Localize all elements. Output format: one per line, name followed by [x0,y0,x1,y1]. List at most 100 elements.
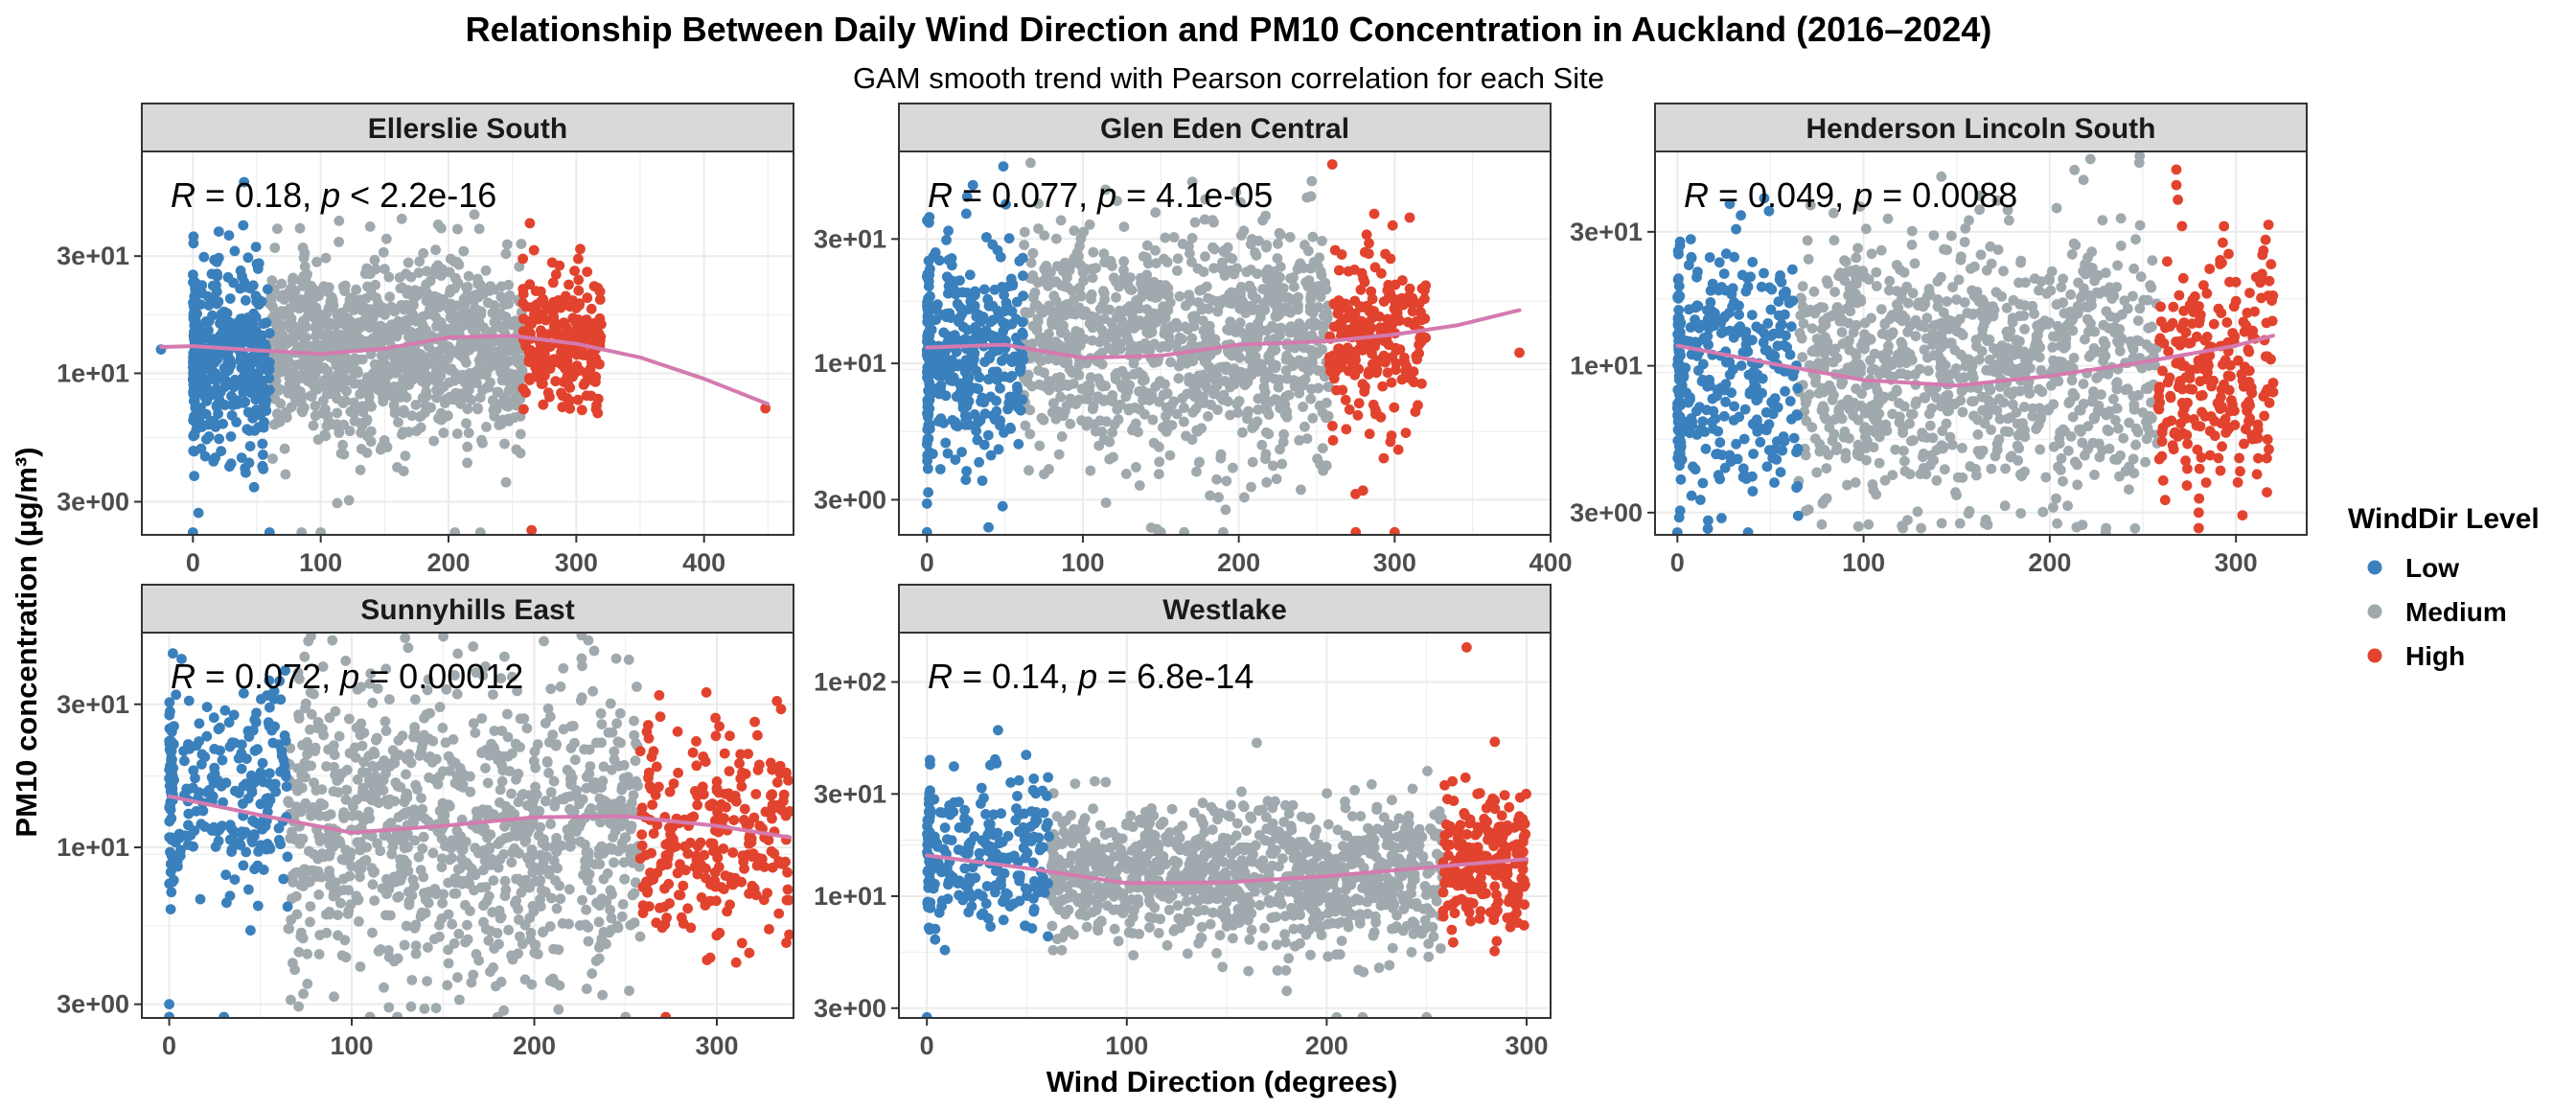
data-point [1230,288,1241,298]
data-point [2032,331,2042,341]
data-point [2238,376,2248,386]
data-point [1231,399,1242,409]
data-point [1755,324,1765,335]
data-point [1966,286,1977,296]
data-point [1006,274,1017,285]
data-point [370,359,380,370]
data-point [1792,383,1803,394]
data-point [1306,191,1317,201]
data-point [2174,378,2185,388]
data-point [2078,290,2088,301]
data-point [254,358,264,369]
data-point [1965,461,1975,472]
data-point [960,335,971,345]
data-point [1897,520,1907,531]
data-point [1147,390,1158,401]
data-point [299,248,310,259]
data-point [1077,383,1088,394]
data-point [1368,400,1379,410]
data-point [1306,291,1317,302]
data-point [1910,259,1920,269]
data-point [575,346,586,357]
data-point [368,334,379,344]
data-point [1684,260,1694,270]
data-point [353,333,363,343]
data-point [464,427,474,438]
data-point [1283,355,1294,365]
data-point [2063,446,2074,456]
data-point [1142,241,1153,251]
data-point [1374,312,1385,322]
data-point [287,289,297,299]
data-point [1024,465,1034,475]
data-point [462,458,472,469]
data-point [2082,314,2093,325]
data-point [1935,362,1945,373]
data-point [1104,437,1115,448]
data-point [1843,395,1853,405]
data-point [1334,305,1345,315]
data-point [1821,463,1831,474]
data-point [1884,286,1895,296]
data-point [2072,460,2082,471]
data-point [1836,380,1847,390]
data-point [564,382,575,393]
data-point [1131,295,1141,306]
data-point [264,373,274,383]
data-point [214,434,224,445]
data-point [1982,335,1992,346]
data-point [1028,248,1039,259]
data-point [1299,263,1309,273]
data-point [1926,451,1937,461]
data-point [1047,407,1058,418]
data-point [1177,334,1187,344]
data-point [1093,374,1104,384]
data-point [1923,366,1934,377]
data-point [1759,337,1769,348]
data-point [1953,473,1964,483]
data-point [1820,496,1830,506]
data-point [1218,527,1229,538]
data-point [1223,243,1233,253]
data-point [214,392,224,403]
data-point [344,496,355,506]
data-point [509,412,519,423]
data-point [2080,451,2090,461]
data-point [2058,343,2069,354]
data-point [1027,270,1038,281]
data-point [502,345,513,356]
data-point [237,271,247,282]
data-point [554,261,564,271]
data-point [1776,321,1786,332]
data-point [1357,268,1368,279]
data-point [1099,248,1110,259]
data-point [1187,233,1198,243]
data-point [1958,407,1968,418]
data-point [1786,414,1797,425]
data-point [1391,311,1401,321]
data-point [1908,409,1919,420]
data-point [267,453,278,464]
data-point [365,221,376,232]
data-point [1880,318,1891,329]
data-point [1958,330,1968,340]
data-point [1800,393,1810,404]
data-point [2124,484,2134,495]
data-point [1145,283,1156,293]
data-point [2030,273,2040,284]
data-point [995,383,1005,394]
data-point [1087,335,1097,346]
data-point [461,418,472,428]
data-point [2018,311,2029,321]
data-point [1269,298,1279,309]
data-point [571,325,582,335]
data-point [238,335,248,346]
data-point [2006,412,2016,423]
data-point [2027,301,2037,312]
data-point [1898,427,1908,438]
data-point [325,377,335,387]
data-point [1213,492,1224,502]
data-point [2128,264,2139,274]
data-point [1299,323,1309,334]
